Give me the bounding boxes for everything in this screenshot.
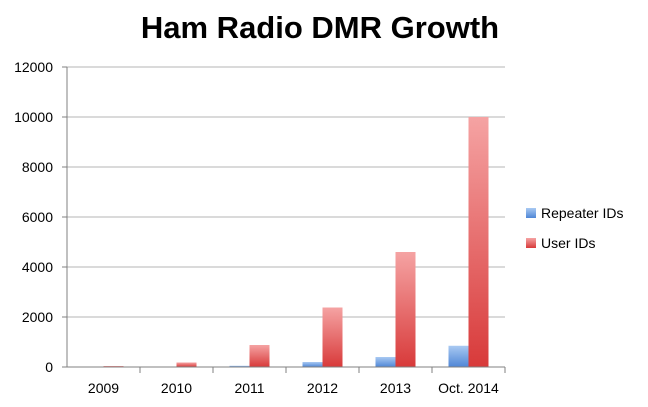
bar-repeater-ids: [448, 345, 469, 367]
y-tick-label: 0: [45, 359, 53, 375]
bar-user-ids: [322, 307, 343, 367]
bar-repeater-ids: [229, 365, 250, 367]
bar-user-ids: [176, 362, 197, 367]
legend-label: Repeater IDs: [541, 205, 623, 221]
x-tick-label: 2010: [161, 380, 192, 396]
legend: Repeater IDs User IDs: [526, 205, 623, 251]
x-tick-label: 2011: [234, 380, 264, 396]
x-tick-label: 2013: [380, 380, 411, 396]
x-tick-label: 2009: [88, 380, 119, 396]
bar-user-ids: [395, 252, 416, 367]
y-tick-label: 8000: [22, 159, 53, 175]
legend-swatch: [526, 238, 536, 248]
bar-user-ids: [468, 117, 489, 367]
bar-repeater-ids: [375, 357, 396, 367]
y-tick-label: 12000: [14, 59, 53, 75]
bar-user-ids: [249, 345, 270, 367]
y-tick-label: 10000: [14, 109, 53, 125]
y-tick-label: 2000: [22, 309, 53, 325]
y-tick-label: 4000: [22, 259, 53, 275]
x-tick-label: Oct. 2014: [438, 380, 499, 396]
x-tick-label: 2012: [307, 380, 338, 396]
chart-title: Ham Radio DMR Growth: [141, 10, 499, 45]
legend-swatch: [526, 208, 536, 218]
bars-layer: [83, 117, 489, 368]
legend-label: User IDs: [541, 235, 595, 251]
grid-layer: [67, 66, 505, 318]
y-tick-label: 6000: [22, 209, 53, 225]
bar-repeater-ids: [302, 362, 323, 367]
axis-layer: 0 2000 4000 6000 8000 10000 12000 2009 2010 2011 2…: [14, 59, 506, 396]
